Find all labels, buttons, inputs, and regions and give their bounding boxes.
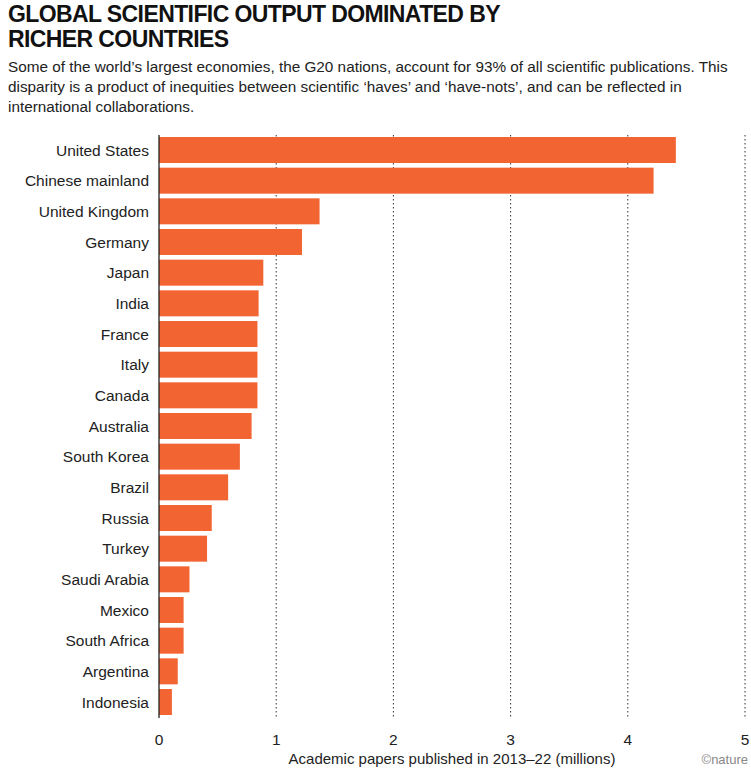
tick-label: 5 (741, 731, 750, 748)
bar (159, 597, 184, 623)
category-label: United Kingdom (39, 203, 149, 220)
grid-line (627, 135, 628, 718)
axis-line (158, 135, 159, 718)
category-label: Italy (121, 356, 150, 373)
bar (159, 566, 189, 592)
bar (159, 137, 676, 163)
bar (159, 413, 252, 439)
chart: 0 1 2 3 4 5 United States Chinese mainland Unite… (0, 0, 751, 769)
bar (159, 689, 172, 715)
bar (159, 444, 240, 470)
bar (159, 321, 257, 347)
grid-line (393, 135, 394, 718)
bar (159, 505, 212, 531)
bar (159, 536, 207, 562)
bar (159, 352, 257, 378)
tick-label: 2 (389, 731, 398, 748)
category-label: Saudi Arabia (61, 571, 149, 588)
bar (159, 260, 263, 286)
bars (159, 137, 676, 715)
category-label: Germany (85, 234, 149, 251)
bar (159, 229, 302, 255)
bar (159, 474, 228, 500)
category-label: Argentina (83, 663, 150, 680)
credit: ©nature (702, 752, 748, 767)
bar (159, 198, 320, 224)
bar (159, 628, 184, 654)
category-label: United States (56, 142, 149, 159)
tick-label: 3 (506, 731, 515, 748)
title: GLOBAL SCIENTIFIC OUTPUT DOMINATED BY RI… (8, 2, 508, 52)
bar (159, 382, 257, 408)
tick-label: 0 (155, 731, 164, 748)
category-label: France (101, 326, 149, 343)
category-label: Chinese mainland (25, 172, 149, 189)
grid-line (745, 135, 746, 718)
axis-label: Academic papers published in 2013–22 (mi… (289, 750, 616, 767)
tick-label: 1 (272, 731, 281, 748)
category-label: Russia (102, 510, 150, 527)
category-label: Brazil (110, 479, 149, 496)
bar (159, 658, 178, 684)
category-label: South Korea (63, 448, 150, 465)
category-label: Canada (95, 387, 150, 404)
category-label: India (115, 295, 149, 312)
tick-label: 4 (623, 731, 632, 748)
bar (159, 168, 654, 194)
category-label: Indonesia (82, 694, 150, 711)
bar (159, 290, 259, 316)
category-label: Japan (107, 264, 149, 281)
grid-line (510, 135, 511, 718)
axis-range (159, 718, 745, 719)
subtitle: Some of the world’s largest economies, t… (8, 57, 736, 117)
category-label: South Africa (65, 632, 149, 649)
category-label: Mexico (100, 602, 149, 619)
category-label: Australia (89, 418, 150, 435)
category-label: Turkey (102, 540, 149, 557)
